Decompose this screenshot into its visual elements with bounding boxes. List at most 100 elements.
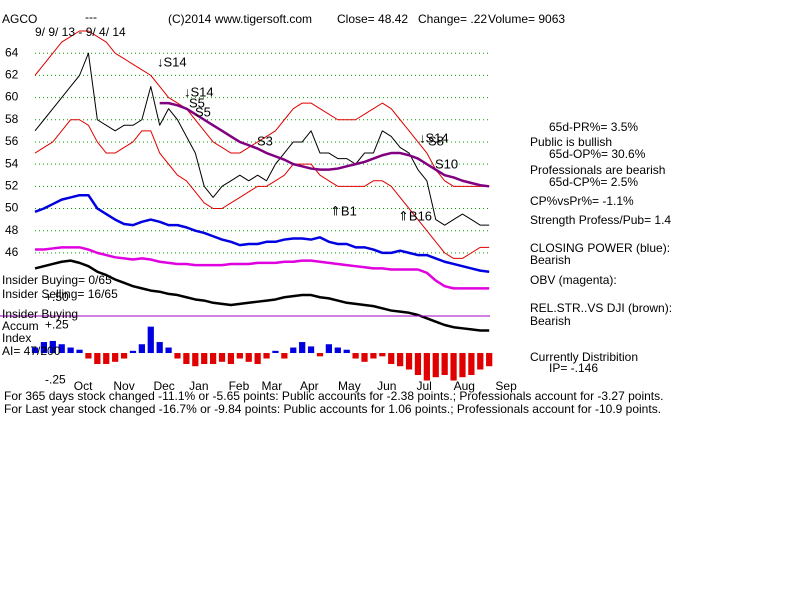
ai-bar	[165, 347, 172, 354]
x-tick-label: Dec	[153, 379, 174, 393]
ai-bar	[76, 349, 83, 354]
left-note: Accum	[2, 319, 39, 333]
x-tick-label: Sep	[495, 379, 517, 393]
ai-bar	[486, 353, 493, 367]
ai-bar	[138, 344, 145, 354]
ai-bar	[441, 353, 448, 376]
x-tick-label: Feb	[229, 379, 250, 393]
header-text: Change= .22	[418, 12, 487, 26]
signal: ↓S14	[184, 84, 214, 99]
ai-bar	[450, 353, 457, 381]
ai-bar	[379, 353, 386, 357]
ai-bar	[405, 353, 413, 370]
ai-bar	[254, 353, 261, 365]
ai-bar	[477, 353, 484, 370]
ai-bar	[218, 353, 226, 362]
x-tick-label: Aug	[454, 379, 475, 393]
footer-text: For 365 days stock changed -11.1% or -5.…	[4, 389, 663, 403]
x-tick-label: Apr	[300, 379, 319, 393]
signal: ⇑B1	[330, 203, 357, 218]
left-note: Index	[2, 331, 31, 345]
signal: ⇑B16	[398, 208, 432, 223]
series-line	[34, 52, 490, 226]
ai-bar	[290, 347, 297, 354]
ai-bar	[263, 353, 270, 359]
ai-bar	[129, 350, 137, 354]
chart-title: AGCO	[2, 12, 37, 26]
y-tick-label: 56	[5, 134, 19, 148]
ai-bar	[316, 353, 324, 357]
signal: ↓S14	[419, 130, 449, 145]
ai-bar	[49, 340, 56, 354]
ai-bar	[343, 349, 350, 354]
y-tick-label: 48	[5, 223, 19, 237]
x-tick-label: Jan	[189, 379, 208, 393]
right-note: Strength Profess/Pub= 1.4	[530, 213, 671, 227]
series-line	[35, 246, 490, 290]
signal: S5	[195, 104, 211, 119]
right-note: 65d-PR%= 3.5%	[549, 120, 638, 134]
ai-bar	[397, 353, 404, 367]
y-tick-label: 58	[5, 112, 19, 126]
header-text: 9/ 9/ 13 - 9/ 4/ 14	[35, 25, 126, 39]
ai-bar	[423, 353, 430, 381]
series-line	[34, 193, 490, 273]
ai-bar	[156, 342, 163, 354]
right-note: OBV (magenta):	[530, 273, 617, 287]
y2-tick-label: +.50	[45, 290, 69, 304]
ai-bar	[40, 342, 48, 354]
signal: S3	[257, 133, 273, 148]
ai-bar	[67, 347, 74, 354]
x-tick-label: May	[338, 379, 361, 393]
right-note: 65d-OP%= 30.6%	[549, 147, 646, 161]
ai-bar	[103, 353, 110, 365]
y-tick-label: 64	[5, 45, 19, 59]
footer-text: For Last year stock changed -16.7% or -9…	[4, 402, 661, 416]
ai-bar	[227, 353, 235, 365]
ai-bar	[201, 353, 208, 365]
right-note: Bearish	[530, 253, 571, 267]
right-note: CP%vsPr%= -1.1%	[530, 194, 634, 208]
header-text: (C)2014 www.tigersoft.com	[168, 12, 312, 26]
ai-bar	[192, 353, 199, 367]
ai-bar	[272, 350, 279, 354]
ai-bar	[236, 353, 243, 359]
right-note: Public is bullish	[530, 135, 612, 149]
left-note: AI= 47/200	[2, 344, 61, 358]
ai-bar	[58, 344, 65, 354]
signal: S10	[435, 156, 458, 171]
y2-tick-label: -.25	[45, 373, 66, 387]
ai-bar	[174, 353, 181, 359]
y-tick-label: 62	[5, 68, 19, 82]
ai-bar	[85, 353, 92, 359]
y2-tick-label: +.25	[45, 318, 69, 332]
signal: S5	[189, 95, 205, 110]
ai-bar	[147, 326, 154, 354]
header-text: ---	[85, 10, 97, 24]
left-note: Insider Buying	[2, 307, 78, 321]
y-tick-label: 52	[5, 178, 19, 192]
left-note: Insider Buying= 0/65	[2, 273, 112, 287]
right-note: REL.STR..VS DJI (brown):	[530, 301, 672, 315]
x-tick-label: Oct	[74, 379, 93, 393]
ai-bar	[352, 353, 359, 359]
ai-bar	[94, 353, 101, 365]
y-tick-label: 54	[5, 156, 19, 170]
ai-bar	[468, 353, 475, 376]
ai-bar	[31, 347, 39, 354]
right-note: CLOSING POWER (blue):	[530, 241, 670, 255]
series-line	[34, 30, 490, 187]
ai-bar	[414, 353, 422, 376]
x-tick-label: Jul	[417, 379, 432, 393]
ai-bar	[281, 353, 288, 359]
ai-bar	[388, 353, 395, 365]
ai-bar	[459, 353, 466, 378]
right-note: Professionals are bearish	[530, 163, 665, 177]
ai-bar	[245, 353, 252, 362]
ai-bar	[334, 347, 341, 354]
signal: ↓S14	[157, 54, 187, 69]
ai-bar	[361, 353, 368, 362]
ai-bar	[112, 353, 119, 362]
